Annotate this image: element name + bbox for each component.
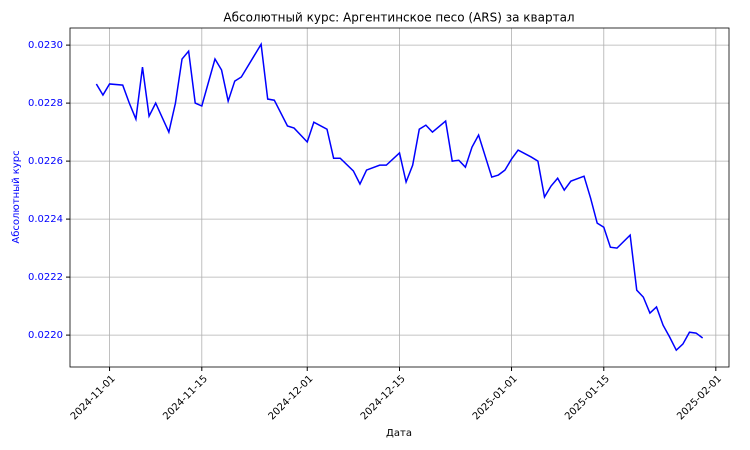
x-tick-label: 2024-12-01 — [267, 373, 316, 422]
chart-title: Абсолютный курс: Аргентинское песо (ARS)… — [223, 11, 574, 25]
x-tick-label: 2025-01-01 — [471, 373, 520, 422]
y-tick-label: 0.0220 — [28, 330, 63, 341]
x-tick-label: 2024-12-15 — [359, 373, 408, 422]
y-axis-label: Абсолютный курс — [11, 150, 22, 243]
y-tick-label: 0.0226 — [28, 156, 63, 167]
y-tick-label: 0.0222 — [28, 272, 63, 283]
y-tick-label: 0.0224 — [28, 214, 63, 225]
x-tick-label: 2024-11-15 — [161, 373, 210, 422]
y-tick-label: 0.0228 — [28, 98, 63, 109]
x-tick-label: 2024-11-01 — [69, 373, 118, 422]
y-tick-label: 0.0230 — [28, 40, 63, 51]
plot-frame — [69, 27, 730, 368]
x-tick-label: 2025-02-01 — [675, 373, 724, 422]
data-line — [95, 41, 704, 352]
x-axis-label: Дата — [386, 428, 412, 439]
x-tick-label: 2025-01-15 — [563, 373, 612, 422]
